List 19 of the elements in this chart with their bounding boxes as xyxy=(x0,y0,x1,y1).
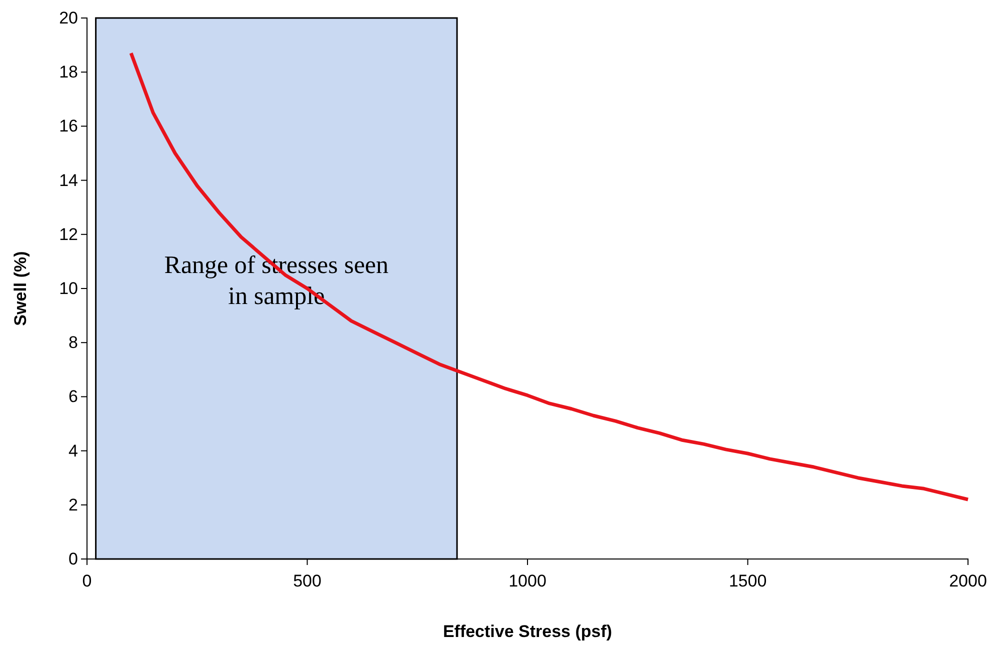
x-tick-label: 2000 xyxy=(949,572,987,591)
y-tick-label: 2 xyxy=(68,495,78,514)
y-tick-label: 16 xyxy=(59,116,78,136)
y-axis-title: Swell (%) xyxy=(11,251,30,326)
y-tick-label: 14 xyxy=(59,170,78,190)
x-tick-label: 500 xyxy=(293,572,322,591)
x-tick-label: 0 xyxy=(82,572,92,591)
y-tick-label: 20 xyxy=(59,8,78,28)
y-tick-label: 0 xyxy=(68,549,78,568)
x-tick-label: 1500 xyxy=(728,572,767,591)
line-series xyxy=(129,51,970,502)
x-tick-label: 1000 xyxy=(508,572,546,591)
y-tick-label: 8 xyxy=(68,333,78,352)
y-tick-label: 10 xyxy=(59,278,78,298)
y-tick-label: 18 xyxy=(59,62,78,82)
y-tick-label: 6 xyxy=(68,387,78,406)
x-axis-title: Effective Stress (psf) xyxy=(442,622,612,641)
y-tick-label: 4 xyxy=(68,441,78,460)
y-tick-label: 12 xyxy=(59,224,78,244)
